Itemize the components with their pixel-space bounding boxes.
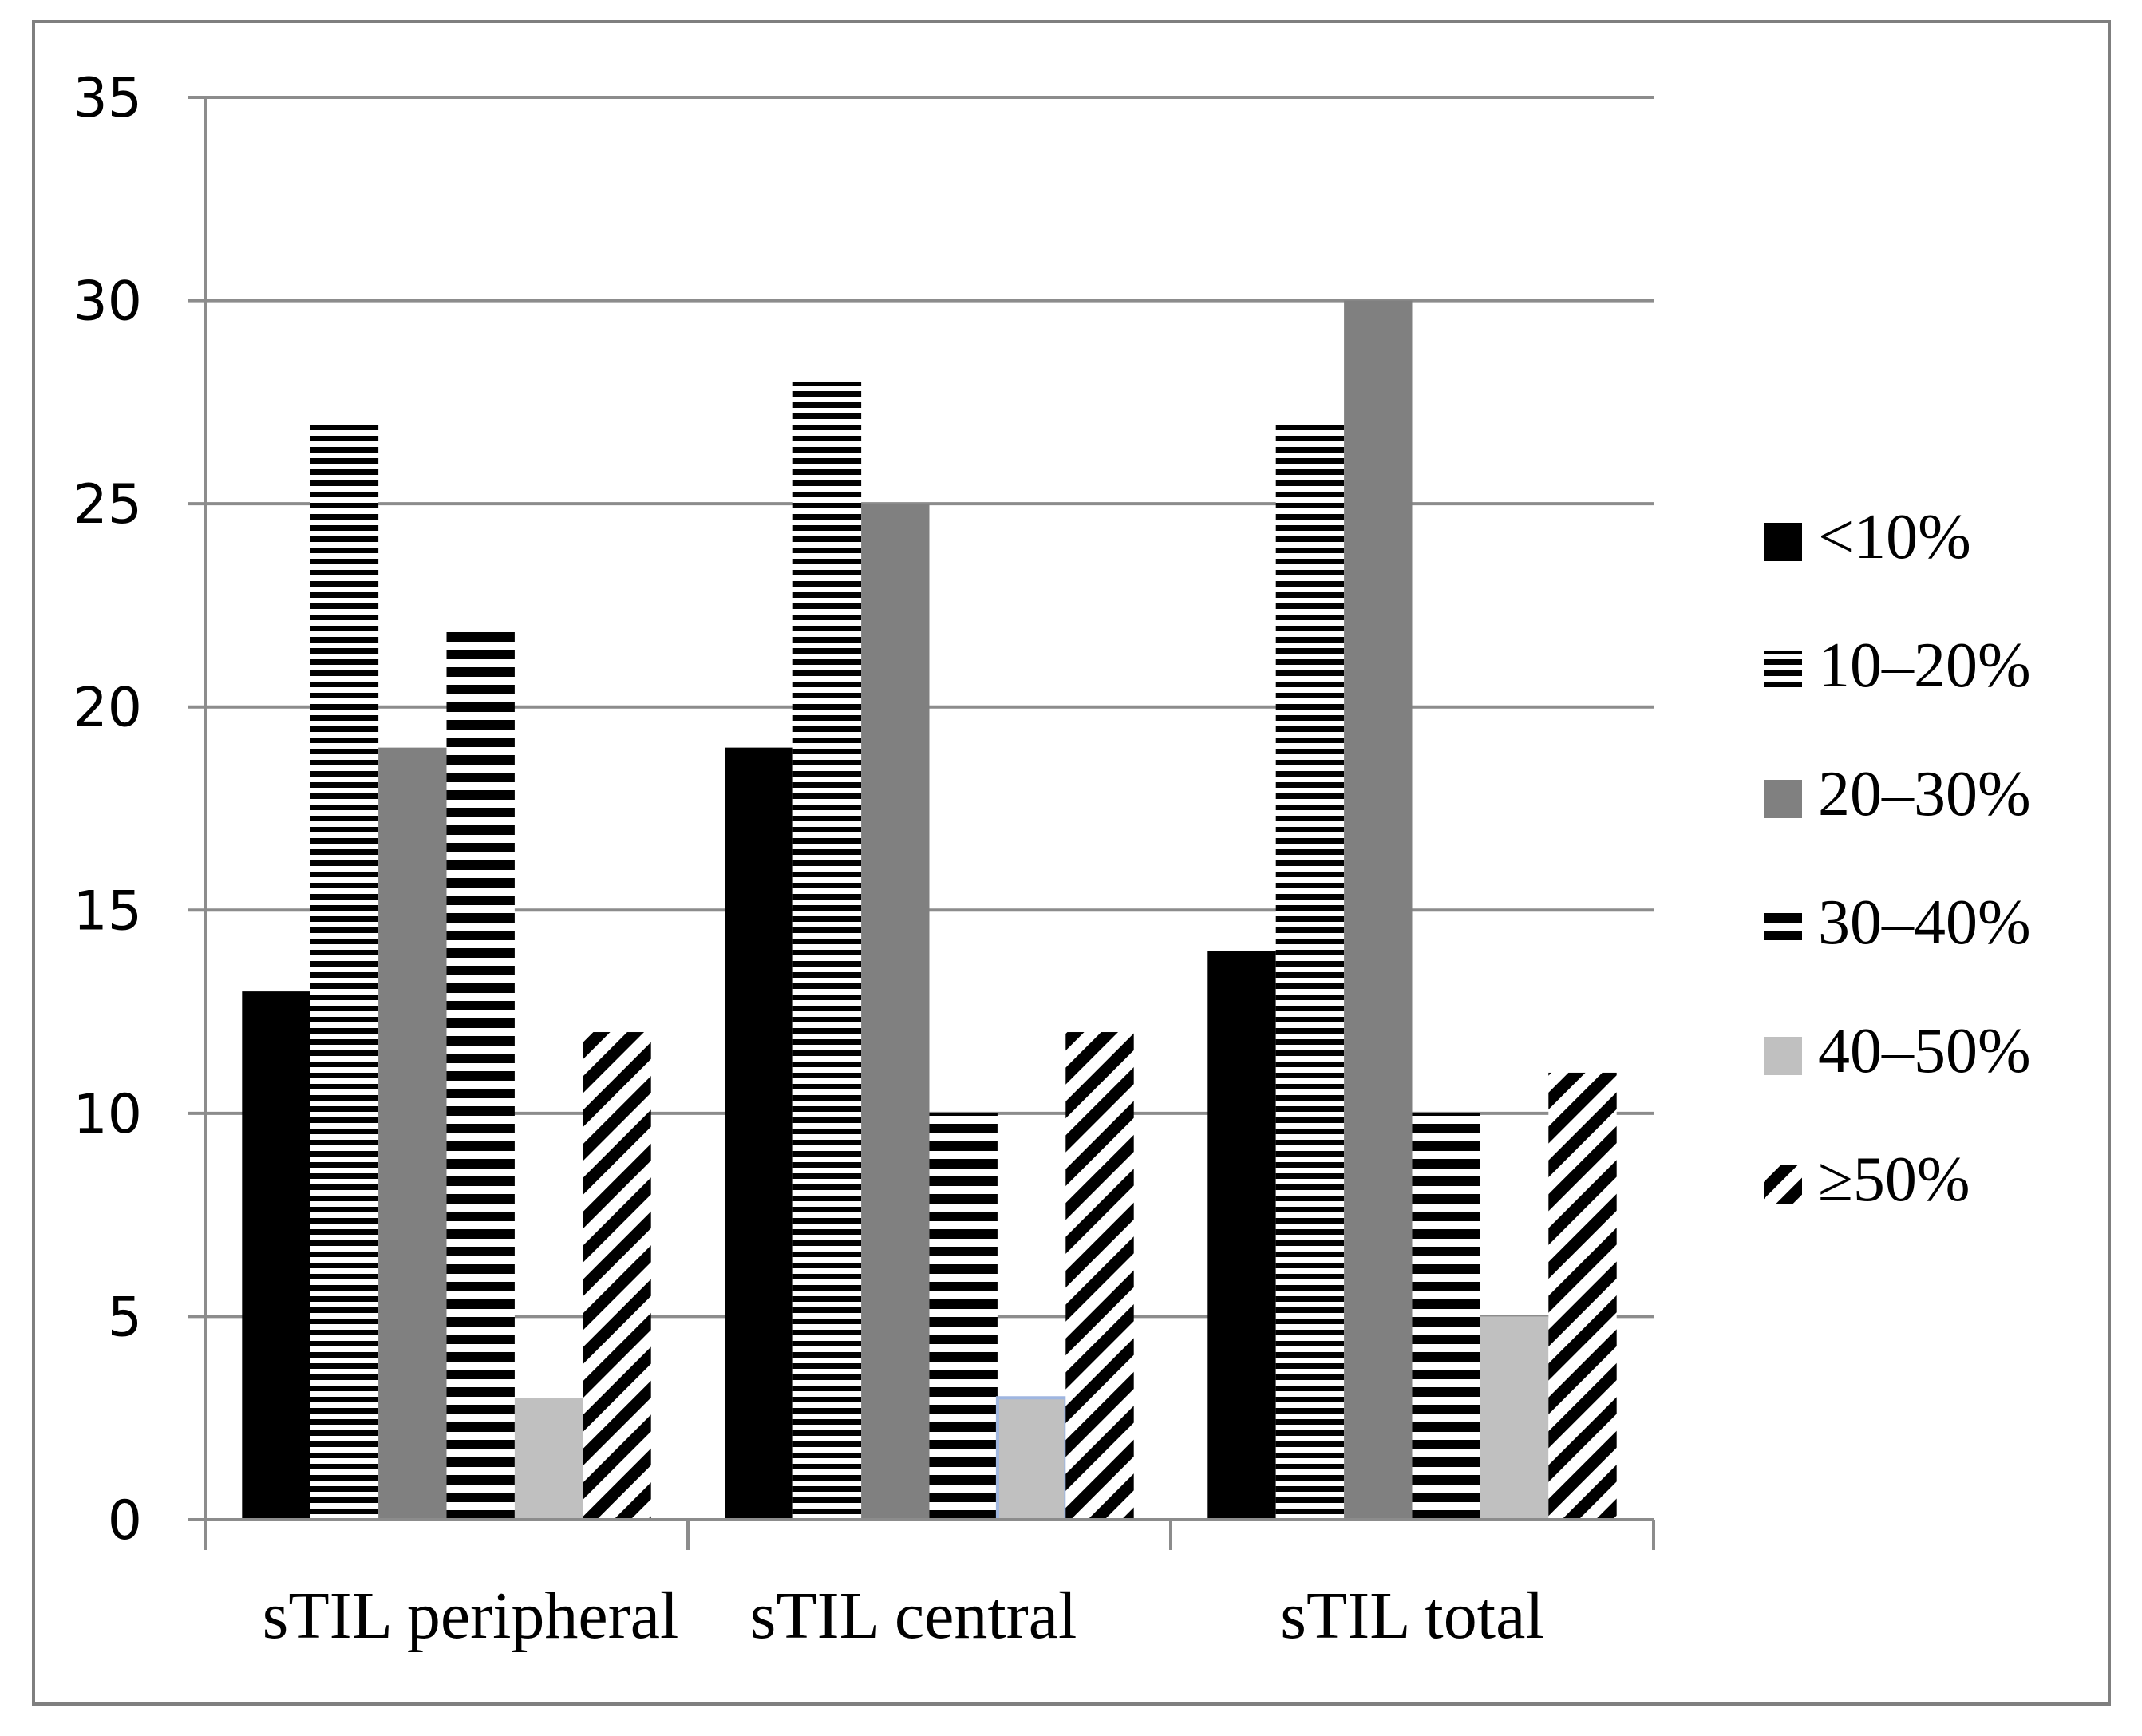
legend-label-5: ≥50% <box>1818 1145 1970 1215</box>
bar-stil-peripheral-series-4 <box>514 1398 583 1520</box>
legend-label-4: 40–50% <box>1818 1016 2031 1086</box>
legend-label-3: 30–40% <box>1818 888 2031 958</box>
bar-stil-peripheral-series-2 <box>378 747 447 1520</box>
bar-stil-central-series-1 <box>792 382 862 1520</box>
bar-stil-total-series-4 <box>1480 1316 1549 1520</box>
bar-stil-total-series-0 <box>1207 951 1276 1520</box>
legend: <10% 10–20% 20–30% 30–40% 40–50% ≥50% <box>1764 502 2031 1215</box>
bar-stil-peripheral-series-1 <box>310 422 379 1520</box>
y-tick-label: 35 <box>73 67 142 130</box>
y-tick-label: 15 <box>73 880 142 943</box>
bar-stil-total-series-1 <box>1275 422 1345 1520</box>
legend-swatch-2 <box>1764 780 1802 818</box>
axis-layer: 0 5 10 15 20 25 30 35 sTIL peripheral sTIL centra… <box>73 67 1655 1653</box>
bar-stil-central-series-4 <box>995 1396 1068 1522</box>
y-tick-label: 30 <box>73 271 142 334</box>
y-tick-label: 0 <box>108 1489 142 1552</box>
x-category-label: sTIL central <box>750 1579 1077 1653</box>
y-tick-label: 25 <box>73 473 142 536</box>
bar-stil-total-series-3 <box>1412 1113 1480 1520</box>
x-category-label: sTIL peripheral <box>263 1579 679 1653</box>
bar-stil-total-series-2 <box>1344 300 1413 1520</box>
bar-stil-central-series-3 <box>929 1113 998 1520</box>
bar-stil-central-series-2 <box>861 504 930 1520</box>
legend-swatch-1 <box>1764 651 1802 690</box>
bar-stil-total-series-5 <box>1548 1072 1617 1520</box>
bar-stil-central-series-0 <box>725 747 793 1520</box>
bar-stil-peripheral-series-5 <box>583 1032 651 1520</box>
y-tick-label: 20 <box>73 677 142 740</box>
legend-swatch-3 <box>1764 908 1802 947</box>
legend-label-1: 10–20% <box>1818 631 2031 701</box>
x-category-label: sTIL total <box>1280 1579 1543 1653</box>
legend-label-0: <10% <box>1818 502 1971 572</box>
legend-swatch-0 <box>1764 523 1802 561</box>
bar-stil-central-series-5 <box>1065 1032 1134 1520</box>
bar-stil-peripheral-series-0 <box>242 991 310 1520</box>
legend-label-2: 20–30% <box>1818 759 2031 829</box>
y-tick-label: 5 <box>108 1286 142 1349</box>
legend-swatch-4 <box>1764 1037 1802 1075</box>
bar-stil-peripheral-series-3 <box>446 625 515 1520</box>
y-tick-label: 10 <box>73 1083 142 1146</box>
legend-swatch-5 <box>1764 1165 1802 1204</box>
bars-layer <box>242 300 1617 1522</box>
